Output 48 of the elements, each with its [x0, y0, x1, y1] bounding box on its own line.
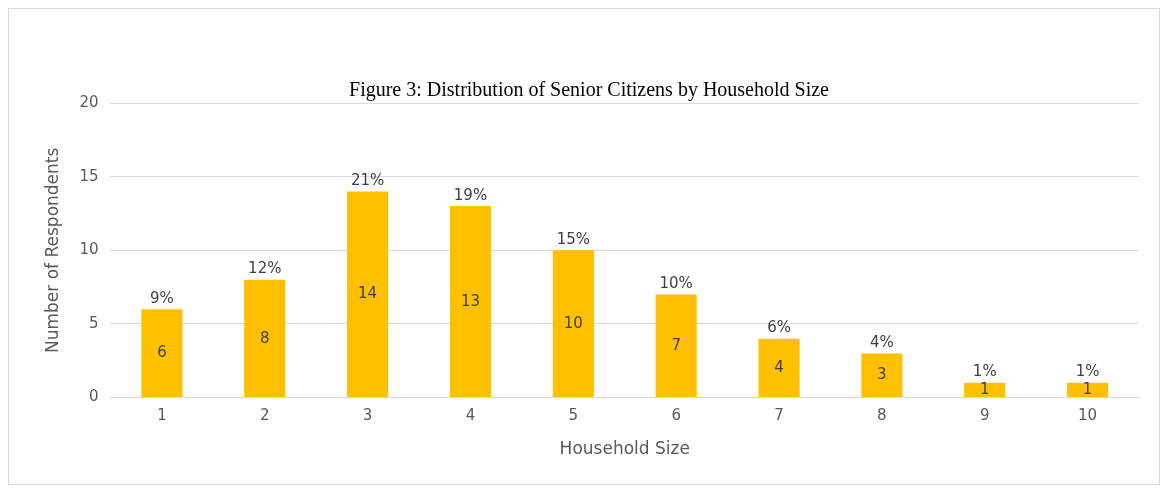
bar — [861, 353, 903, 398]
bar — [1067, 382, 1109, 398]
x-tick-label: 1 — [157, 406, 167, 425]
data-label: 10 — [563, 313, 583, 332]
y-axis-title: Number of Respondents — [41, 147, 62, 353]
annotation: 21% — [350, 170, 385, 189]
data-label: 7 — [671, 335, 681, 354]
annotation: 15% — [556, 229, 590, 248]
y-tick-label: 15 — [79, 166, 99, 185]
data-label: 1 — [1082, 380, 1093, 399]
y-tick-label: 20 — [79, 92, 99, 111]
annotation: 10% — [659, 273, 693, 292]
data-label: 1 — [979, 380, 990, 399]
x-tick-label: 6 — [671, 406, 681, 425]
annotation: 1% — [1075, 362, 1100, 381]
bar — [141, 309, 183, 398]
y-tick-label: 0 — [88, 387, 99, 406]
data-label: 4 — [774, 358, 784, 377]
bar — [449, 206, 492, 398]
x-tick-label: 8 — [877, 406, 887, 425]
data-label: 3 — [877, 365, 887, 384]
data-label: 8 — [259, 328, 270, 347]
bar — [758, 338, 800, 398]
x-tick-label: 9 — [979, 406, 990, 425]
x-tick-label: 7 — [774, 406, 784, 425]
y-tick-label: 10 — [79, 240, 99, 259]
y-tick-label: 5 — [88, 313, 99, 332]
bar — [655, 294, 697, 398]
data-label: 13 — [460, 291, 481, 310]
x-tick-label: 4 — [465, 406, 476, 425]
annotation: 4% — [869, 332, 894, 351]
bar — [964, 382, 1006, 398]
bar — [347, 191, 389, 398]
x-axis-title: Household Size — [559, 438, 690, 459]
data-label: 14 — [358, 284, 378, 303]
annotation: 12% — [248, 259, 282, 278]
annotation: 19% — [453, 185, 488, 204]
data-label: 6 — [157, 343, 167, 362]
bar — [552, 250, 594, 398]
x-tick-label: 10 — [1078, 406, 1098, 425]
annotation: 6% — [767, 318, 791, 337]
annotation: 9% — [150, 288, 174, 307]
bar — [244, 279, 286, 398]
x-tick-label: 5 — [568, 406, 579, 425]
chart-title: Figure 3: Distribution of Senior Citizens by Household Size — [349, 78, 830, 102]
x-tick-label: 2 — [259, 406, 270, 425]
x-tick-label: 3 — [362, 406, 373, 425]
annotation: 1% — [972, 362, 997, 381]
